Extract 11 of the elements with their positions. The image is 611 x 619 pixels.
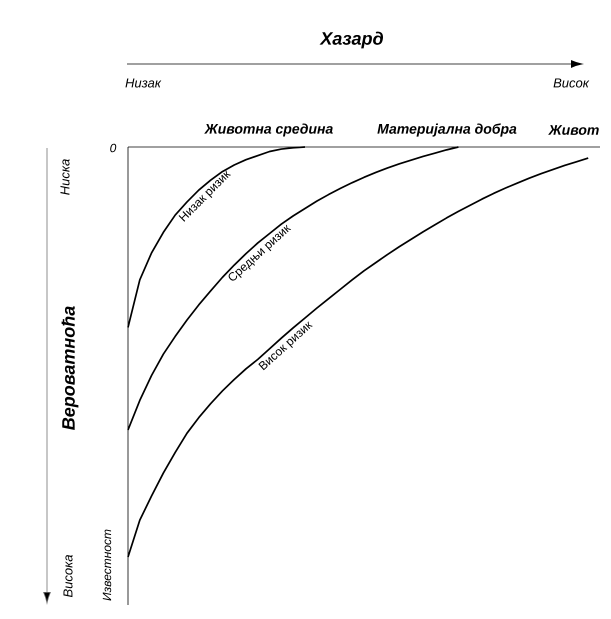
text: Висока (63, 554, 73, 598)
text: Висок (554, 78, 590, 88)
text: Животна средина (204, 123, 333, 137)
text: Материјална добра (377, 123, 516, 137)
text: Ниска (60, 159, 70, 195)
text: Живот (548, 125, 599, 135)
y-axis-title: Вероватноћа (62, 306, 78, 430)
chart-title: Хазард (320, 32, 384, 48)
text: Известност (102, 530, 112, 601)
text: 0 (110, 144, 116, 152)
text: Низак (125, 78, 162, 88)
